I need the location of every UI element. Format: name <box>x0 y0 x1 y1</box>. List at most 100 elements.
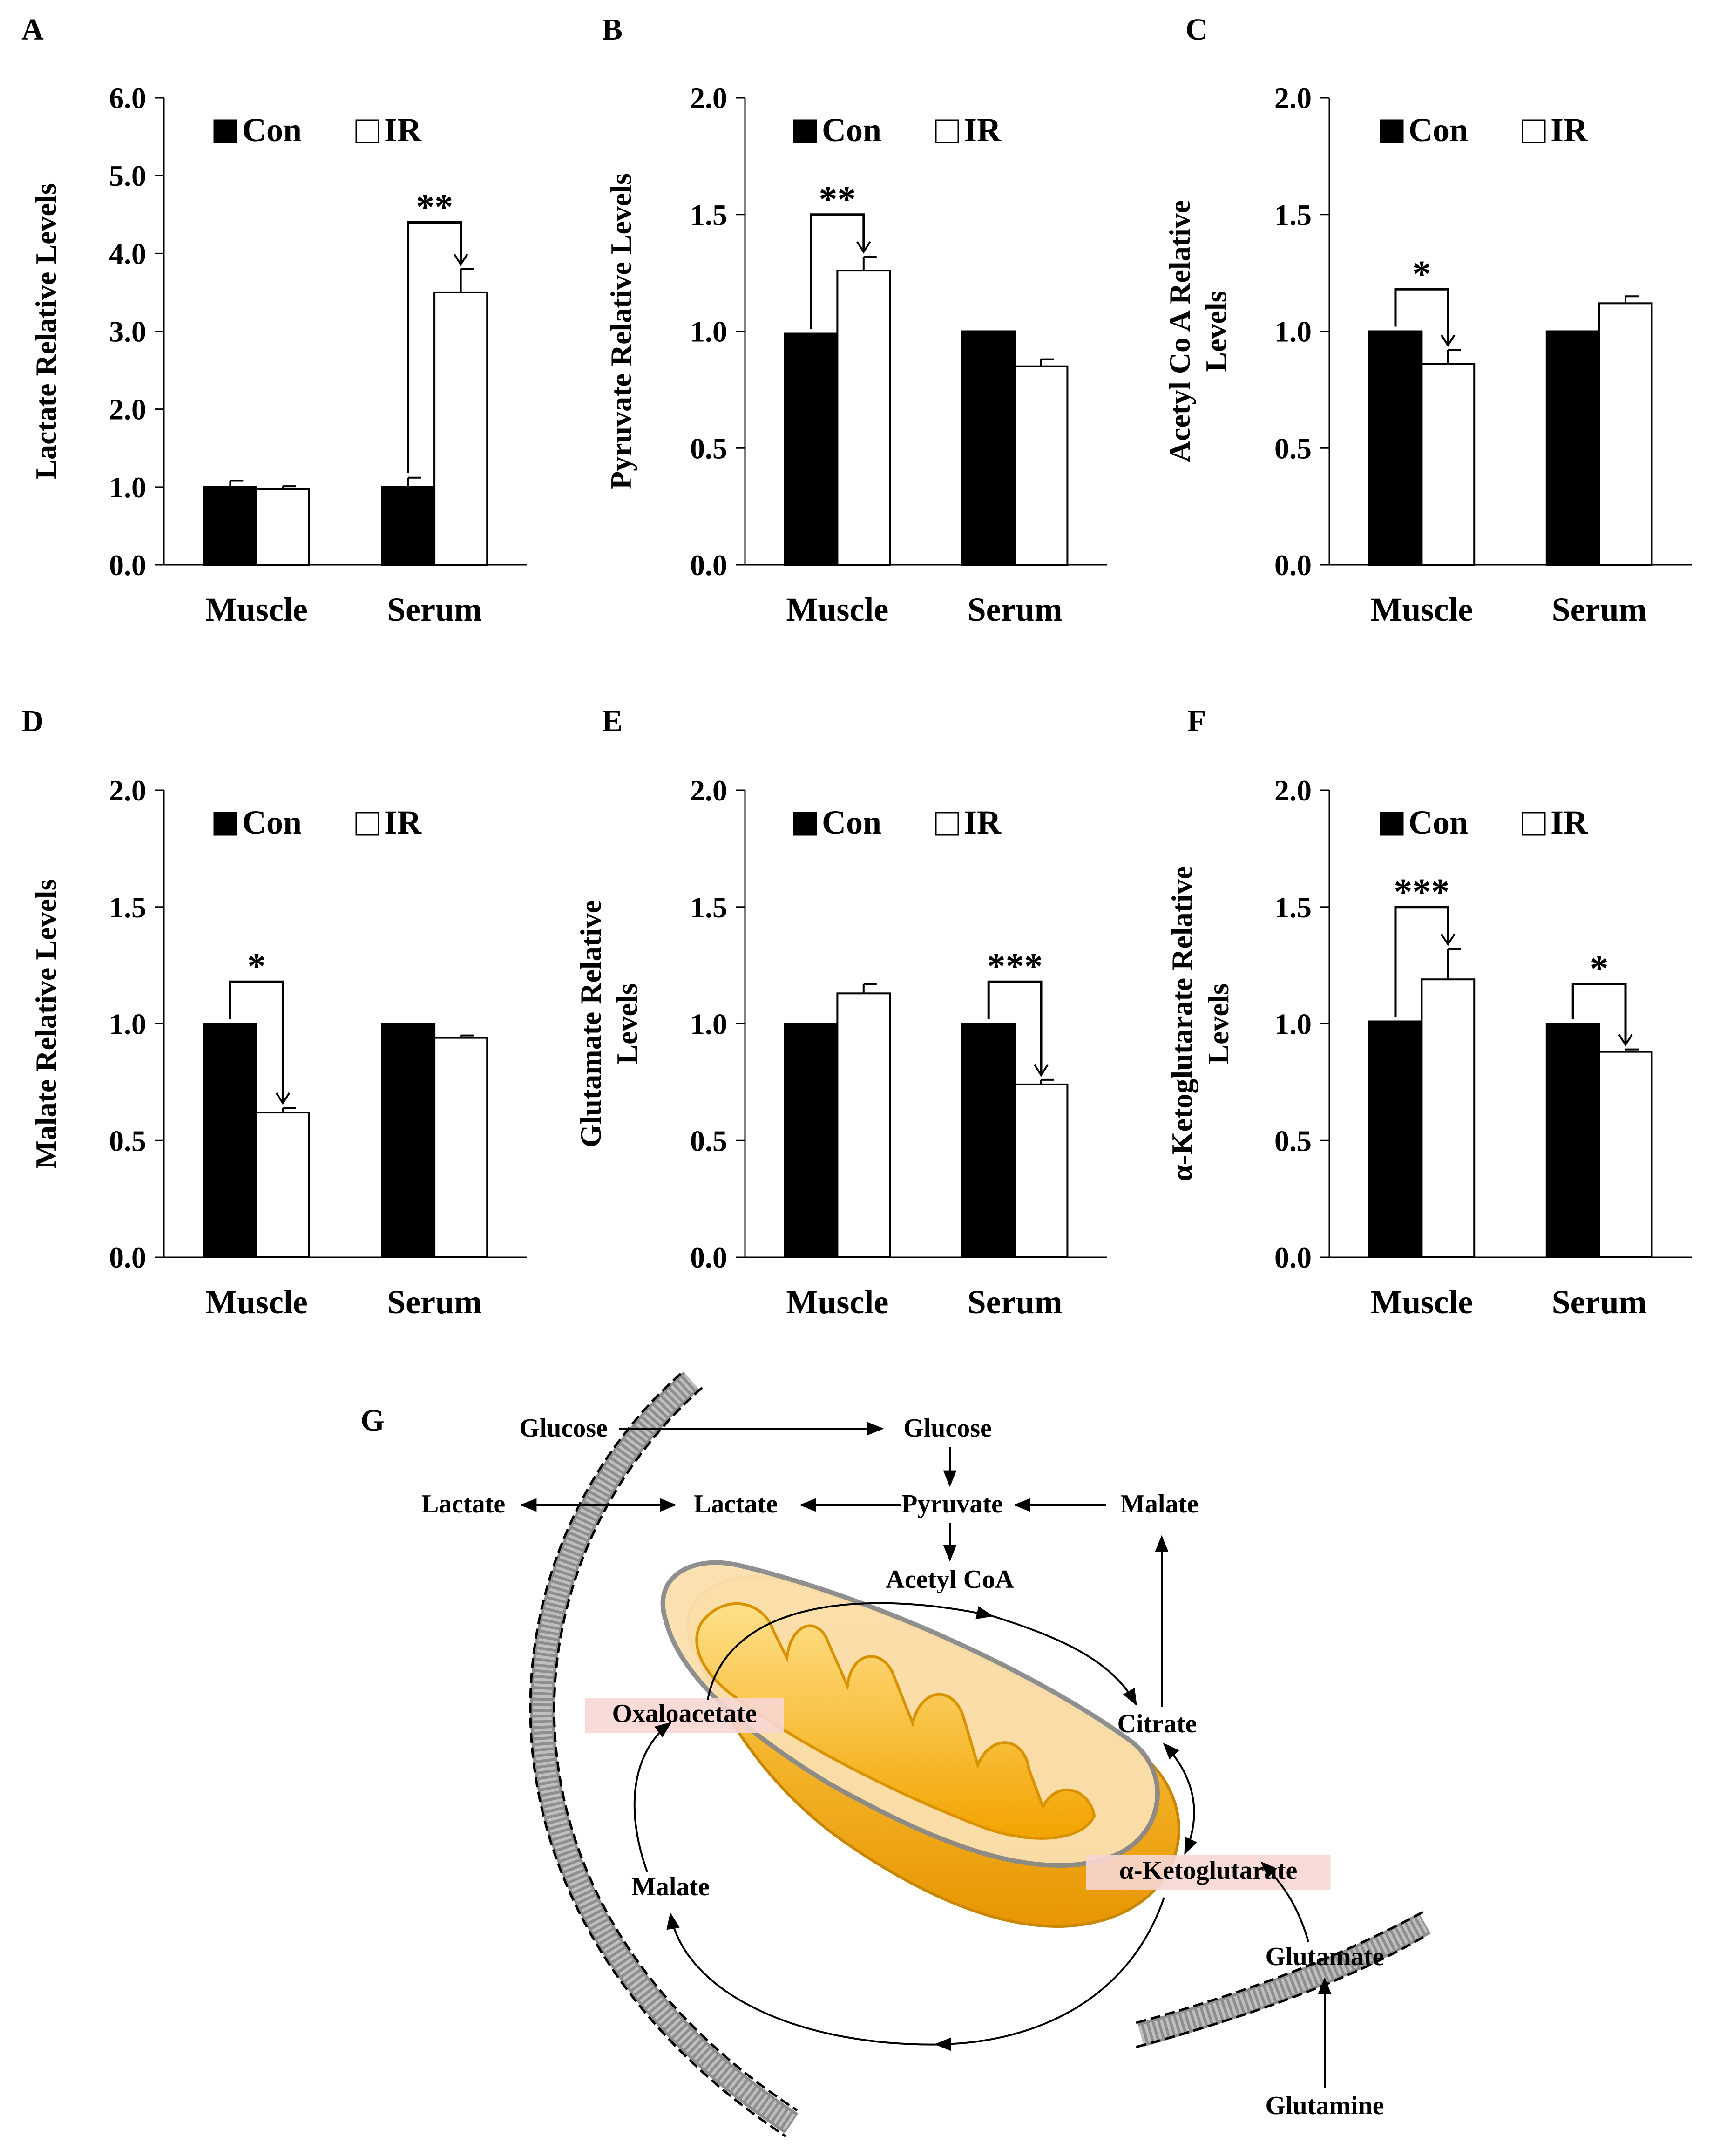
label-glucose-intracellular: Glucose <box>903 1414 992 1443</box>
significance-label: *** <box>987 946 1043 987</box>
label-lactate-extracellular: Lactate <box>421 1490 505 1519</box>
significance-arrowhead <box>1034 1064 1049 1077</box>
significance-arrowhead <box>1618 1034 1633 1047</box>
y-axis-label-line2: Levels <box>1199 291 1232 372</box>
label-glucose-extracellular: Glucose <box>519 1414 608 1443</box>
y-tick-label: 0.5 <box>1274 432 1312 465</box>
y-tick-label: 3.0 <box>109 315 146 348</box>
y-tick-label: 5.0 <box>109 159 146 192</box>
arrow-citrate-to-akg <box>1163 1742 1198 1855</box>
mitochondrion-cristae <box>695 1602 1096 1840</box>
y-tick-label: 0.5 <box>690 432 727 465</box>
cell-membrane-right-texture <box>1138 1915 1429 2044</box>
cell-membrane-inner-edge <box>553 1387 798 2112</box>
legend-swatch-ir <box>935 119 959 143</box>
y-axis-label: Malate Relative Levels <box>29 879 62 1169</box>
y-tick-label: 2.0 <box>690 81 727 115</box>
x-tick-label-serum: Serum <box>968 1283 1063 1321</box>
bar-ir-muscle <box>255 488 311 566</box>
arrow-oxaloacetate-to-cycle <box>707 1602 994 1700</box>
bar-ir-serum <box>1014 1083 1069 1258</box>
legend-label-con: Con <box>242 111 302 149</box>
chart-E: E 0.0 0.5 1.0 1.5 2.0 Glutamate Relative Levels… <box>574 704 1107 1321</box>
chart-D: D 0.0 0.5 1.0 1.5 2.0 Malate Relative Levels Co… <box>21 704 527 1321</box>
y-tick-label: 1.5 <box>1274 891 1312 924</box>
bar-con-muscle <box>203 1023 257 1258</box>
bar-ir-serum <box>1598 1051 1653 1258</box>
legend-swatch-con <box>793 812 817 836</box>
significance-label: * <box>1412 254 1431 295</box>
arrow-malate-to-oxaloacetate <box>633 1722 672 1872</box>
significance-bracket <box>810 213 865 329</box>
cell-membrane-texture <box>533 1374 797 2131</box>
y-tick-label: 1.5 <box>690 198 727 231</box>
bar-ir-muscle <box>836 992 891 1258</box>
label-glutamate: Glutamate <box>1265 1942 1384 1971</box>
y-axis-label-line2: Levels <box>610 983 643 1064</box>
arrow-akg-around <box>934 1897 1165 2051</box>
bar-ir-muscle <box>1421 978 1476 1259</box>
label-lactate-intracellular: Lactate <box>694 1490 778 1519</box>
legend-label-ir: IR <box>1551 111 1588 149</box>
y-tick-label: 1.0 <box>690 315 727 348</box>
arrow-glutamate-to-akg <box>1260 1861 1309 1942</box>
significance-arrowhead <box>856 241 871 254</box>
legend-label-con: Con <box>1408 804 1468 841</box>
panel-letter-G: G <box>360 1403 384 1437</box>
panel-letter-E: E <box>602 704 623 738</box>
y-tick-label: 2.0 <box>690 774 727 807</box>
y-tick-label: 1.5 <box>1274 198 1312 231</box>
significance-label: ** <box>416 187 453 228</box>
significance-bracket <box>407 221 462 473</box>
bar-con-muscle <box>1368 330 1423 566</box>
legend-label-ir: IR <box>964 804 1002 841</box>
y-axis-label: Lactate Relative Levels <box>29 183 62 479</box>
cell-membrane-right-inner <box>1136 1910 1426 2024</box>
y-tick-label: 0.0 <box>1274 549 1312 582</box>
bar-con-muscle <box>203 486 257 566</box>
bar-con-serum <box>1545 330 1600 566</box>
significance-bracket <box>229 980 284 1104</box>
chart-A: A 0.0 1.0 2.0 3.0 4.0 5.0 6.0 Lactate Relative L… <box>21 13 527 628</box>
bar-ir-serum <box>433 1037 488 1259</box>
label-pyruvate: Pyruvate <box>901 1490 1003 1519</box>
significance-bracket <box>987 980 1043 1075</box>
y-tick-label: 4.0 <box>109 237 146 270</box>
y-tick-label: 1.0 <box>109 471 146 504</box>
label-malate-cytosol: Malate <box>1120 1490 1198 1519</box>
panel-letter-B: B <box>602 13 623 47</box>
bar-ir-muscle <box>1421 363 1476 566</box>
significance-label: * <box>1590 949 1609 990</box>
legend-swatch-con <box>1380 812 1404 836</box>
bar-ir-muscle <box>255 1112 311 1259</box>
y-tick-label: 2.0 <box>1274 774 1312 807</box>
bar-ir-muscle <box>836 270 891 566</box>
x-tick-label-muscle: Muscle <box>1370 1283 1473 1321</box>
x-tick-label-serum: Serum <box>1552 591 1647 628</box>
label-citrate: Citrate <box>1117 1709 1197 1738</box>
y-tick-label: 0.0 <box>109 549 146 582</box>
significance-arrowhead <box>453 253 468 266</box>
label-malate-mitochondrial: Malate <box>631 1872 710 1901</box>
y-tick-label: 1.0 <box>690 1008 727 1041</box>
x-tick-label-serum: Serum <box>387 1283 482 1321</box>
x-tick-label-muscle: Muscle <box>786 1283 888 1321</box>
x-tick-label-serum: Serum <box>1552 1283 1647 1321</box>
x-tick-label-serum: Serum <box>387 591 482 628</box>
legend-swatch-ir <box>355 812 379 836</box>
metabolic-pathway-diagram: G Glucose Glucose Lactate Lactate Pyruvate Mal… <box>360 1371 1431 2138</box>
cell-membrane-outer-edge <box>529 1373 787 2138</box>
y-tick-label: 0.0 <box>690 1241 727 1274</box>
label-oxaloacetate: Oxaloacetate <box>612 1699 757 1728</box>
legend-swatch-con <box>213 119 237 143</box>
x-tick-label-muscle: Muscle <box>205 1283 308 1321</box>
label-glutamine: Glutamine <box>1265 2091 1384 2120</box>
significance-bracket <box>1394 906 1449 1017</box>
legend-swatch-ir <box>935 812 959 836</box>
legend-swatch-ir <box>1522 812 1546 836</box>
significance-arrowhead <box>275 1092 291 1105</box>
y-tick-label: 6.0 <box>109 81 146 115</box>
x-tick-label-muscle: Muscle <box>205 591 308 628</box>
label-acetyl-coa: Acetyl CoA <box>886 1565 1014 1594</box>
